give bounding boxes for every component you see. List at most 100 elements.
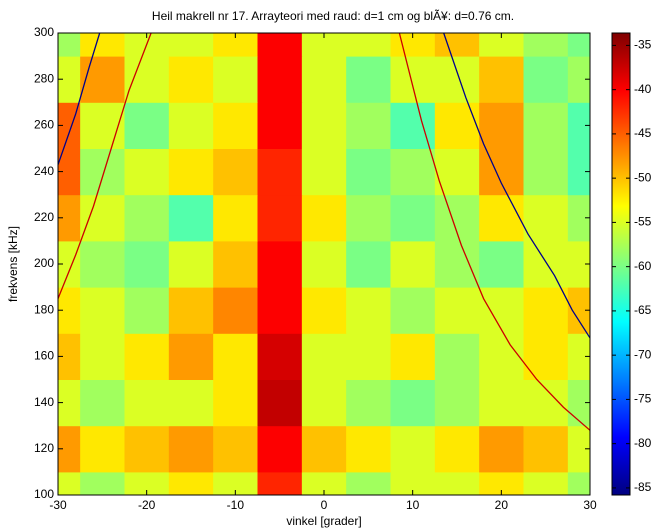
y-tick-label: 120: [34, 441, 54, 455]
heat-cell: [390, 194, 436, 242]
heat-cell: [124, 240, 170, 288]
heat-cell: [434, 287, 480, 334]
heat-cell: [58, 102, 81, 149]
y-tick-label: 160: [34, 349, 54, 363]
heat-cell: [479, 102, 524, 149]
heat-cell: [567, 287, 590, 334]
heat-cell: [567, 379, 590, 427]
heat-cell: [58, 194, 81, 242]
heat-cell: [346, 148, 391, 196]
heat-cell: [434, 333, 480, 380]
heat-cell: [213, 33, 258, 57]
heat-cell: [124, 194, 170, 242]
heat-cell: [479, 240, 524, 288]
heat-cell: [567, 33, 590, 57]
heat-cell: [124, 471, 170, 495]
heat-cell: [257, 425, 303, 473]
heat-cell: [168, 379, 214, 427]
heat-cell: [168, 240, 214, 288]
heat-cell: [301, 471, 347, 495]
heat-cell: [346, 56, 391, 103]
heat-cell: [523, 333, 569, 380]
y-tick-label: 180: [34, 302, 54, 316]
colorbar-tick-label: -50: [634, 170, 652, 184]
heat-cell: [257, 287, 303, 334]
heat-cell: [213, 425, 258, 473]
heat-cell: [213, 471, 258, 495]
heat-cell: [124, 102, 170, 149]
heatmap: [58, 33, 590, 495]
y-tick-label: 220: [34, 210, 54, 224]
heat-cell: [346, 102, 391, 149]
x-tick-label: 0: [321, 498, 328, 512]
heat-cell: [58, 333, 81, 380]
heat-cell: [58, 33, 81, 57]
heat-cell: [58, 240, 81, 288]
colorbar: [611, 32, 631, 496]
heat-cell: [567, 425, 590, 473]
heat-cell: [479, 287, 524, 334]
heat-cell: [523, 425, 569, 473]
heat-cell: [168, 33, 214, 57]
heat-cell: [213, 240, 258, 288]
heat-cell: [168, 148, 214, 196]
heat-cell: [213, 56, 258, 103]
heat-cell: [390, 240, 436, 288]
heat-cell: [80, 240, 125, 288]
x-tick-label: -10: [227, 498, 245, 512]
x-tick-label: 20: [495, 498, 509, 512]
heat-cell: [301, 425, 347, 473]
heat-cell: [168, 471, 214, 495]
y-tick-label: 100: [34, 487, 54, 501]
heat-cell: [523, 379, 569, 427]
y-tick-label: 200: [34, 256, 54, 270]
heat-cell: [567, 102, 590, 149]
heat-cell: [168, 194, 214, 242]
heat-cell: [58, 379, 81, 427]
heat-cell: [479, 471, 524, 495]
heat-cell: [346, 333, 391, 380]
colorbar-tick-label: -80: [634, 436, 652, 450]
heat-cell: [301, 56, 347, 103]
heat-cell: [434, 56, 480, 103]
theory-curve: [58, 33, 101, 165]
heat-cell: [479, 33, 524, 57]
y-tick-label: 140: [34, 395, 54, 409]
heat-cell: [434, 379, 480, 427]
theory-curve: [443, 33, 590, 339]
heat-cell: [523, 194, 569, 242]
theory-curve: [398, 33, 590, 431]
heat-cell: [80, 148, 125, 196]
y-tick-label: 280: [34, 71, 54, 85]
heat-cell: [390, 287, 436, 334]
heat-cell: [346, 240, 391, 288]
heat-cell: [168, 425, 214, 473]
heat-cell: [213, 287, 258, 334]
y-tick-label: 300: [34, 25, 54, 39]
heat-cell: [301, 379, 347, 427]
heat-cell: [567, 471, 590, 495]
heat-cell: [567, 194, 590, 242]
heat-cell: [523, 148, 569, 196]
heat-cell: [58, 471, 81, 495]
heat-cell: [434, 102, 480, 149]
heat-cell: [257, 240, 303, 288]
heat-cell: [479, 194, 524, 242]
heat-cell: [80, 102, 125, 149]
heat-cell: [434, 148, 480, 196]
x-tick-label: 30: [583, 498, 597, 512]
x-tick-label: -20: [138, 498, 156, 512]
heat-cell: [434, 425, 480, 473]
heat-cell: [301, 194, 347, 242]
heat-cell: [257, 379, 303, 427]
colorbar-tick-label: -35: [634, 38, 652, 52]
heat-cell: [567, 240, 590, 288]
colorbar-tick-label: -65: [634, 303, 652, 317]
heat-cell: [213, 194, 258, 242]
heat-cell: [479, 148, 524, 196]
heat-cell: [567, 56, 590, 103]
heat-cell: [434, 471, 480, 495]
heat-cell: [523, 287, 569, 334]
heat-cell: [346, 379, 391, 427]
